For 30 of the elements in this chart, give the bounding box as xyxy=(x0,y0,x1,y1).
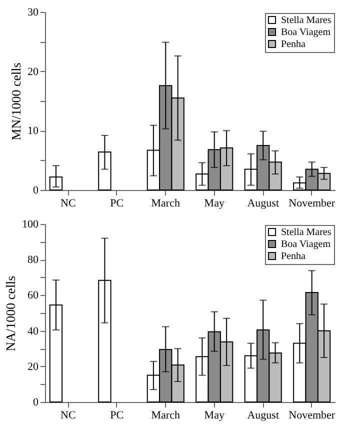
y-tick-label: 0 xyxy=(33,396,39,408)
x-tick-label: August xyxy=(247,410,279,422)
legend-label: Penha xyxy=(281,39,306,50)
y-tick-label: 20 xyxy=(28,360,39,373)
x-tick-label: NC xyxy=(60,198,76,210)
legend-label: Stella Mares xyxy=(281,227,332,238)
y-tick-label: 40 xyxy=(28,325,39,338)
x-tick-label: November xyxy=(288,198,336,210)
x-tick-label: August xyxy=(247,198,279,210)
y-axis-title: MN/1000 cells xyxy=(8,62,24,140)
y-tick-label: 30 xyxy=(28,6,39,18)
legend-label: Stella Mares xyxy=(281,15,332,26)
x-tick-label: November xyxy=(288,410,336,422)
x-tick-label: NC xyxy=(60,410,76,422)
legend-label: Boa Viagem xyxy=(281,27,331,38)
x-tick-label: May xyxy=(204,410,225,422)
y-tick-label: 80 xyxy=(28,254,39,266)
x-tick-label: March xyxy=(151,410,180,422)
x-tick-label: March xyxy=(151,198,180,210)
y-tick-label: 60 xyxy=(28,290,39,302)
y-tick-label: 0 xyxy=(33,184,39,196)
y-tick-label: 20 xyxy=(28,66,39,78)
legend-label: Boa Viagem xyxy=(281,239,331,250)
legend-label: Penha xyxy=(281,251,306,262)
x-tick-label: PC xyxy=(110,198,124,210)
y-axis-title: NA/1000 cells xyxy=(3,276,18,352)
y-tick-label: 100 xyxy=(22,218,39,230)
x-tick-label: PC xyxy=(110,410,124,422)
y-tick-label: 10 xyxy=(28,125,39,138)
x-tick-label: May xyxy=(204,198,225,210)
